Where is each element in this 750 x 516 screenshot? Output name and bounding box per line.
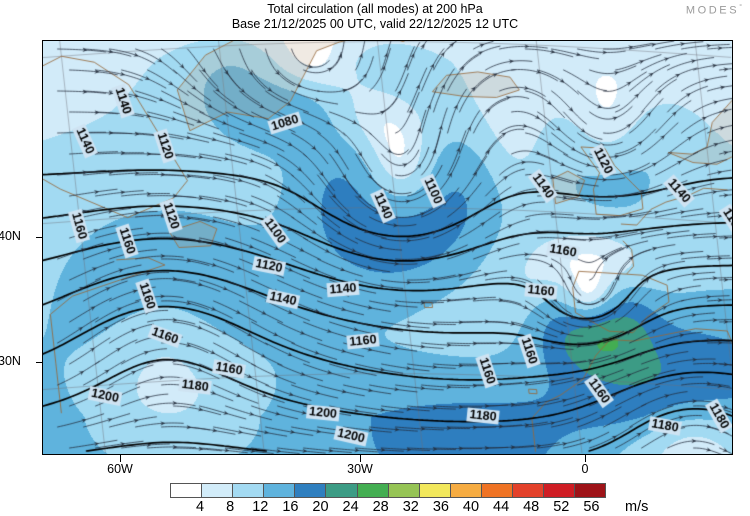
map-plot-area (42, 40, 733, 455)
x-axis-tick (120, 455, 122, 462)
colorbar-tick-label: 24 (342, 499, 359, 515)
weather-map-canvas (43, 41, 732, 454)
modes-logo: MODES° (686, 4, 742, 17)
colorbar-tick-label: 32 (402, 499, 419, 515)
colorbar-tick-label: 52 (553, 499, 570, 515)
colorbar-tick-label: 16 (282, 499, 299, 515)
modes-logo-text: MODES (685, 4, 740, 17)
x-axis-tick (360, 455, 362, 462)
colorbar-cell (513, 484, 545, 497)
y-axis-tick-label: 40N (0, 229, 21, 243)
colorbar-cell (171, 484, 203, 497)
chart-title-block: Total circulation (all modes) at 200 hPa… (0, 2, 750, 32)
y-axis-tick (36, 237, 43, 239)
colorbar-tick-label: 8 (226, 499, 235, 515)
colorbar-cell (264, 484, 296, 497)
colorbar-tick-label: 36 (432, 499, 449, 515)
colorbar-cell (450, 484, 482, 497)
colorbar-cell (202, 484, 234, 497)
y-axis-tick-label: 30N (0, 354, 21, 368)
colorbar-tick-label: 4 (196, 499, 205, 515)
chart-title: Total circulation (all modes) at 200 hPa (267, 2, 483, 16)
colorbar-cell (295, 484, 327, 497)
colorbar-cell (544, 484, 576, 497)
colorbar-tick-label: 40 (462, 499, 480, 515)
colorbar-cell (575, 484, 606, 497)
x-axis-tick (585, 455, 587, 462)
modes-logo-degree: ° (739, 4, 742, 11)
colorbar-tick-label: 12 (252, 499, 269, 515)
colorbar-cell (388, 484, 420, 497)
chart-subtitle: Base 21/12/2025 00 UTC, valid 22/12/2025… (231, 17, 519, 31)
colorbar: 4 8 12 16 20 24 28 32 36 40 44 48 52 56 m/s (170, 483, 648, 515)
colorbar-tick-label: 48 (523, 499, 540, 515)
colorbar-cell (357, 484, 389, 497)
colorbar-cell (419, 484, 451, 497)
colorbar-tick-label: 28 (372, 499, 389, 515)
x-axis-tick-label: 60W (107, 462, 133, 476)
colorbar-tick-label: 56 (583, 499, 600, 515)
x-axis-tick-label: 0 (581, 462, 589, 476)
colorbar-tick-label: 20 (312, 499, 329, 515)
y-axis-tick (36, 362, 43, 364)
colorbar-tick-label: 44 (493, 499, 510, 515)
colorbar-unit-label: m/s (625, 499, 649, 515)
colorbar-cell (326, 484, 358, 497)
colorbar-cell (233, 484, 265, 497)
x-axis-tick-label: 30W (347, 462, 373, 476)
colorbar-swatches (170, 483, 607, 498)
colorbar-cell (481, 484, 514, 497)
